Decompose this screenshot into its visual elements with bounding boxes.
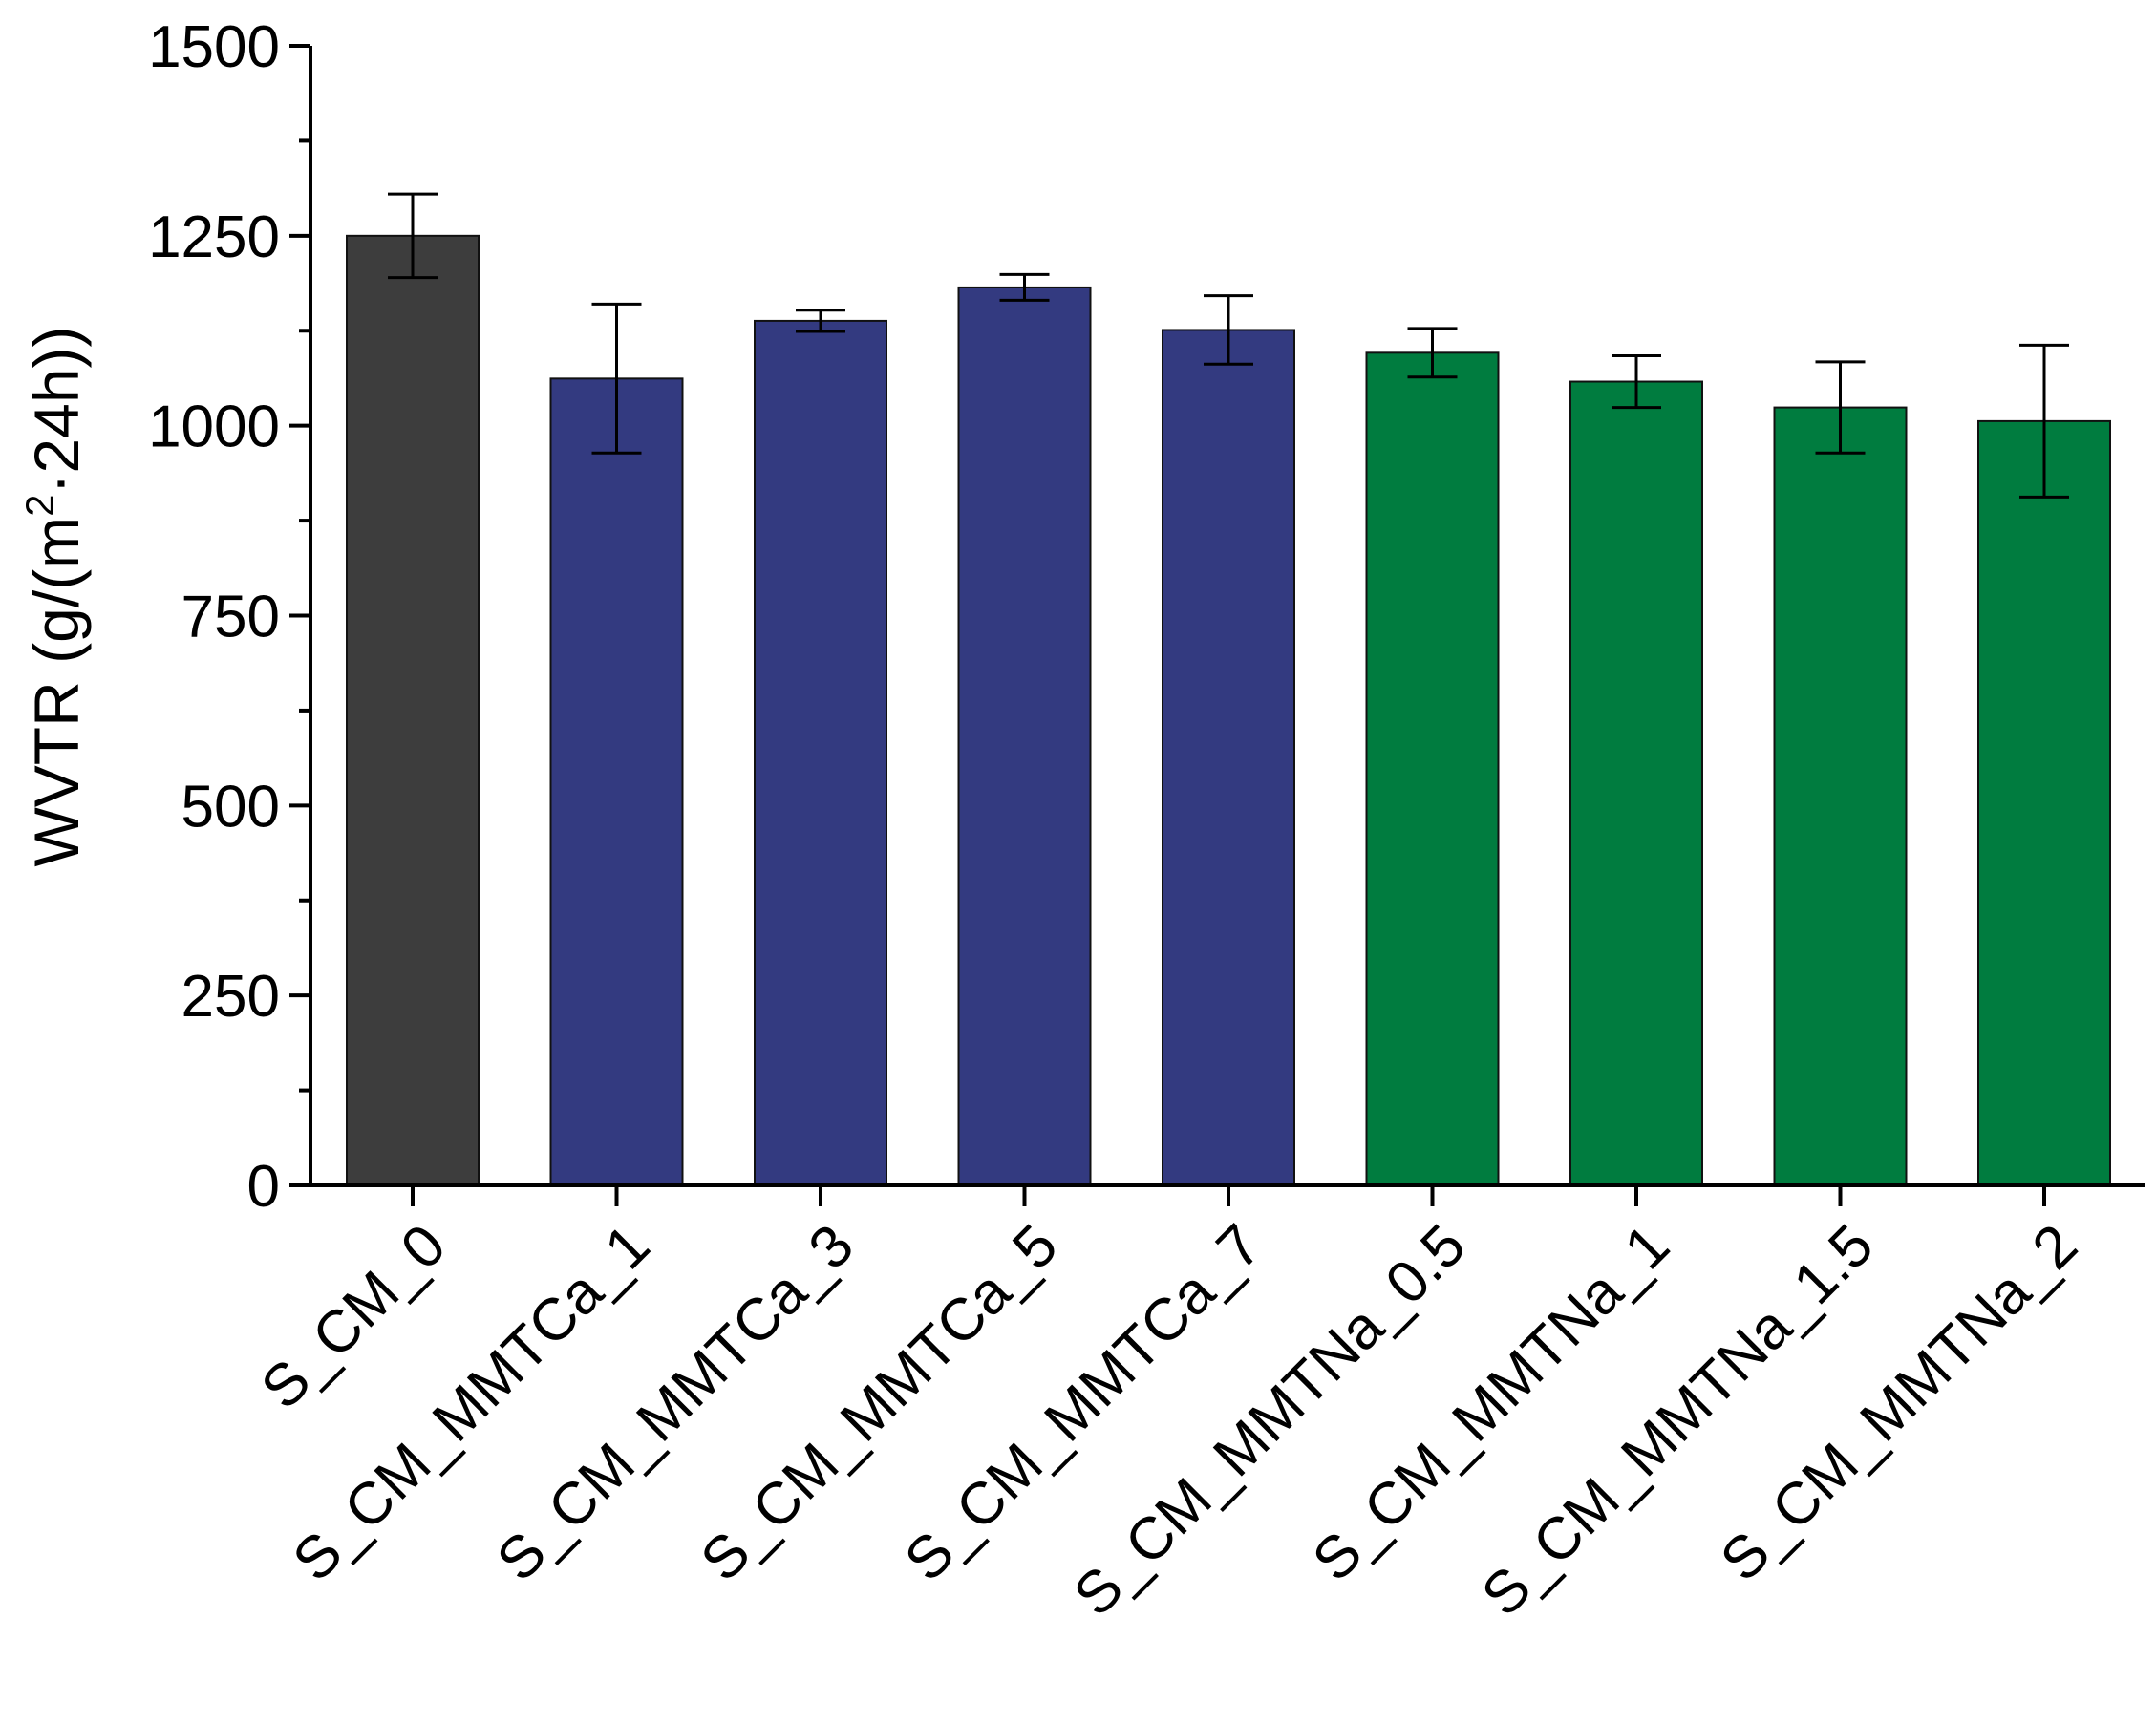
y-axis-title-suffix: ·24h)) — [21, 326, 92, 494]
x-category-label: S_CM_MMTCa_1 — [281, 1212, 663, 1594]
bar-s-cm-mmtna-1-5 — [1773, 406, 1908, 1186]
y-axis-title: WVTR (g/(m2·24h)) — [17, 326, 92, 866]
error-bar — [388, 192, 438, 280]
x-category-label: S_CM_MMTCa_7 — [892, 1212, 1274, 1594]
error-bar — [1407, 327, 1458, 379]
y-tick-label: 500 — [181, 774, 280, 840]
error-bar — [2019, 343, 2069, 499]
x-category-label: S_CM_MMTCa_3 — [484, 1212, 866, 1594]
x-category-label: S_CM_0 — [249, 1212, 459, 1421]
error-bar — [796, 309, 845, 333]
bars-layer — [346, 234, 2111, 1187]
x-category-label: S_CM_MMTNa_2 — [1708, 1212, 2090, 1594]
bar-s-cm-mmtca-5 — [957, 286, 1092, 1186]
bar-s-cm-mmtna-1 — [1569, 380, 1703, 1186]
y-tick-label: 250 — [181, 964, 280, 1030]
y-tick-label: 1500 — [148, 14, 280, 80]
y-tick-label: 1000 — [148, 394, 280, 460]
x-category-label: S_CM_MMTCa_5 — [689, 1212, 1071, 1594]
bar-s-cm-mmtna-0-5 — [1365, 351, 1500, 1187]
bar-s-cm-mmtna-2 — [1977, 419, 2111, 1186]
x-ticks-layer: S_CM_0S_CM_MMTCa_1S_CM_MMTCa_3S_CM_MMTCa… — [249, 1185, 2090, 1629]
error-bar — [1815, 360, 1866, 455]
x-category-label: S_CM_MMTNa_0.5 — [1061, 1212, 1478, 1629]
error-bar — [591, 302, 642, 455]
bar-s-cm-0 — [346, 234, 480, 1187]
bar-s-cm-mmtca-3 — [754, 319, 887, 1187]
y-tick-label: 750 — [181, 585, 280, 650]
y-axis-title-prefix: WVTR (g/(m — [21, 517, 92, 867]
y-axis-title-superscript: 2 — [17, 495, 62, 517]
x-category-label: S_CM_MMTNa_1 — [1300, 1212, 1682, 1594]
bar-s-cm-mmtca-1 — [549, 377, 684, 1186]
y-ticks-layer: 0 250 500 750 1000 1250 1500 — [148, 14, 310, 1220]
error-bar — [1204, 294, 1253, 366]
y-tick-label: 0 — [247, 1154, 280, 1220]
y-tick-label: 1250 — [148, 204, 280, 270]
error-bar — [999, 272, 1050, 302]
bar-s-cm-mmtca-7 — [1162, 329, 1295, 1187]
error-bars-layer — [388, 192, 2069, 499]
x-category-label: S_CM_MMTNa_1.5 — [1469, 1212, 1886, 1629]
error-bar — [1612, 353, 1661, 410]
